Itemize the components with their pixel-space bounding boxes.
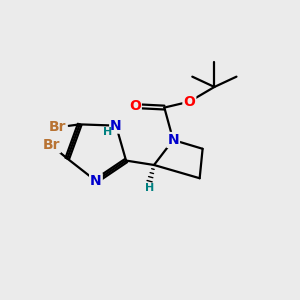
Text: Br: Br (42, 138, 60, 152)
Text: N: N (167, 133, 179, 147)
Text: N: N (90, 174, 102, 188)
Text: O: O (129, 99, 141, 113)
Text: O: O (183, 95, 195, 109)
Text: N: N (110, 118, 122, 133)
Text: H: H (103, 127, 112, 137)
Text: Br: Br (49, 120, 66, 134)
Text: H: H (145, 183, 154, 193)
